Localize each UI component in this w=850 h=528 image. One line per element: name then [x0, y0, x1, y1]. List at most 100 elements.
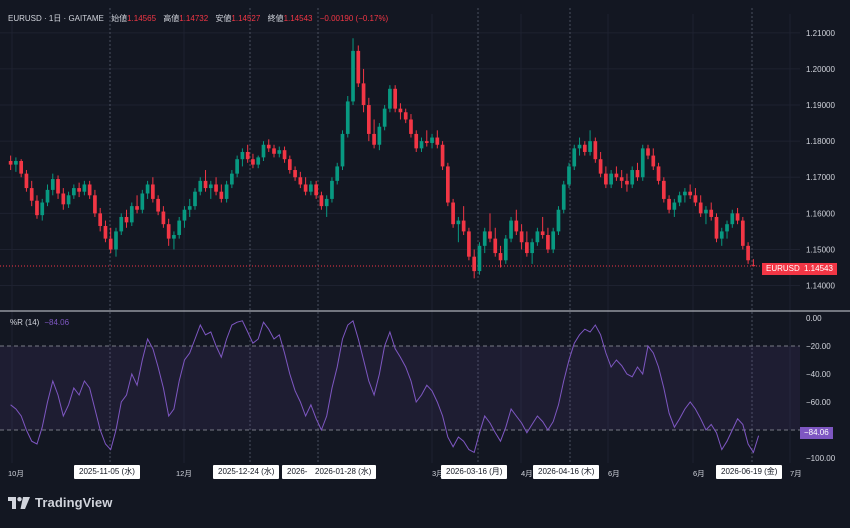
- candle-body: [309, 184, 313, 192]
- indicator-value-tag: −84.06: [800, 427, 833, 439]
- candle-body: [340, 133, 345, 167]
- candle-body: [493, 238, 498, 254]
- indicator-legend[interactable]: %R (14) −84.06: [10, 318, 69, 327]
- candle-body: [551, 231, 556, 250]
- candle-body: [746, 245, 750, 261]
- candle-body: [424, 141, 429, 143]
- open-label: 始値: [111, 14, 128, 23]
- candle-body: [672, 202, 677, 210]
- candle-body: [403, 112, 408, 120]
- williams-r-line: [10, 319, 760, 454]
- tradingview-logo-icon: [8, 496, 30, 509]
- candle-body: [19, 161, 24, 174]
- candle-body: [593, 141, 598, 160]
- candle-body: [293, 170, 297, 178]
- candle-body: [693, 195, 698, 203]
- candle-body: [430, 137, 434, 143]
- candle-body: [24, 173, 29, 189]
- symbol-price-tag: EURUSD: [762, 263, 804, 275]
- candle-body: [324, 198, 329, 207]
- indicator-tick-label: −40.00: [806, 370, 831, 379]
- candle-body: [172, 235, 176, 239]
- candle-body: [156, 198, 160, 212]
- crosshair-date-tag: 2026-06-19 (金): [716, 465, 783, 479]
- candle-body: [56, 179, 60, 194]
- candle-body: [461, 220, 466, 232]
- price-tick-label: 1.18000: [806, 137, 835, 146]
- candle-body: [614, 173, 619, 178]
- candle-body: [251, 159, 255, 165]
- candle-body: [635, 170, 640, 178]
- candle-body: [640, 148, 645, 178]
- indicator-tick-label: −60.00: [806, 398, 831, 407]
- candle-body: [419, 141, 424, 149]
- candle-body: [93, 195, 97, 214]
- candle-body: [414, 133, 419, 149]
- candle-body: [656, 166, 661, 181]
- candle-body: [714, 216, 719, 239]
- candle-body: [704, 209, 708, 214]
- candle-body: [108, 238, 113, 250]
- candle-body: [119, 216, 124, 232]
- indicator-value: −84.06: [44, 318, 70, 327]
- candle-body: [345, 101, 350, 134]
- tradingview-logo[interactable]: TradingView: [8, 495, 112, 510]
- candle-body: [114, 231, 118, 250]
- grid-lines: [0, 14, 800, 463]
- high-value: 1.14732: [179, 14, 209, 23]
- candle-body: [698, 202, 703, 214]
- close-value: 1.14543: [283, 14, 313, 23]
- candle-body: [98, 213, 103, 226]
- candle-body: [198, 180, 203, 192]
- candle-body: [103, 225, 108, 239]
- candle-body: [335, 166, 340, 181]
- candle-body: [451, 202, 455, 225]
- candle-body: [688, 191, 692, 196]
- candle-body: [361, 83, 366, 106]
- candle-body: [272, 148, 276, 154]
- close-label: 終値: [267, 14, 284, 23]
- candle-body: [561, 184, 566, 210]
- candle-body: [709, 209, 714, 217]
- candle-body: [230, 173, 234, 185]
- month-label: 6月: [608, 469, 620, 478]
- candle-body: [319, 195, 324, 207]
- candle-body: [393, 88, 398, 109]
- candle-body: [567, 166, 571, 185]
- candle-body: [166, 224, 171, 239]
- crosshair-date-tag: 2025-12-24 (水): [213, 465, 280, 479]
- candle-body: [219, 191, 224, 199]
- candle-body: [245, 151, 250, 160]
- symbol-title[interactable]: EURUSD · 1日 · GAITAME: [8, 14, 104, 23]
- candle-body: [45, 189, 50, 203]
- high-label: 高値: [163, 14, 180, 23]
- crosshair-date-tag: 2026-01-28 (水): [310, 465, 377, 479]
- candle-body: [287, 159, 292, 171]
- candle-body: [409, 119, 413, 134]
- change-value: −0.00190 (−0.17%): [319, 14, 389, 23]
- low-label: 安値: [215, 14, 232, 23]
- candle-body: [298, 177, 303, 185]
- candle-body: [388, 88, 392, 109]
- candle-body: [482, 231, 487, 246]
- candle-body: [82, 184, 87, 192]
- candle-body: [351, 50, 355, 102]
- candle-body: [8, 161, 13, 165]
- candle-body: [725, 224, 729, 232]
- price-tick-label: 1.20000: [806, 65, 835, 74]
- candle-body: [235, 159, 239, 174]
- crosshair-date-tag: 2026-04-16 (木): [533, 465, 600, 479]
- logo-text: TradingView: [35, 495, 113, 510]
- price-tick-label: 1.21000: [806, 29, 835, 38]
- candle-body: [35, 200, 39, 216]
- williams-r-band: [0, 346, 800, 430]
- candle-body: [514, 220, 519, 232]
- candle-body: [588, 141, 592, 152]
- candle-body: [330, 180, 334, 199]
- candle-body: [203, 180, 208, 189]
- month-label: 6月: [693, 469, 705, 478]
- candle-body: [356, 50, 361, 84]
- candle-body: [719, 231, 724, 239]
